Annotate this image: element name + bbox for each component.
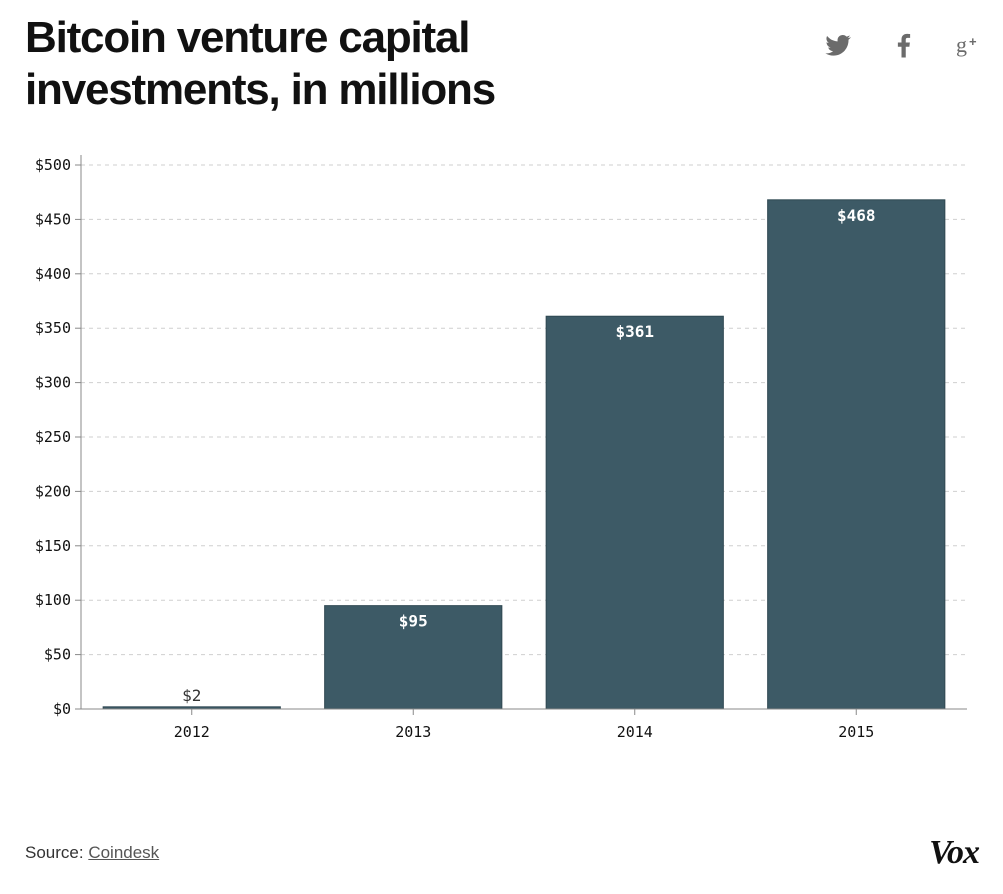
y-tick-label: $500: [35, 156, 71, 174]
bar-value-label: $361: [615, 322, 654, 341]
y-tick-label: $450: [35, 210, 71, 228]
bar-2013: [324, 605, 503, 710]
y-tick-label: $150: [35, 537, 71, 555]
y-tick-label: $200: [35, 482, 71, 500]
y-tick-label: $0: [53, 700, 71, 718]
source-line: Source: Coindesk: [25, 843, 159, 863]
x-tick-label: 2014: [617, 723, 653, 741]
y-tick-label: $350: [35, 319, 71, 337]
y-tick-label: $300: [35, 374, 71, 392]
y-tick-label: $400: [35, 265, 71, 283]
x-tick-label: 2015: [838, 723, 874, 741]
svg-text:+: +: [969, 34, 977, 49]
bar-2015: [767, 199, 946, 710]
bar-value-label: $2: [182, 686, 201, 705]
twitter-icon[interactable]: [823, 30, 853, 60]
x-tick-label: 2013: [395, 723, 431, 741]
gridlines: [81, 164, 967, 656]
y-tick-label: $100: [35, 591, 71, 609]
vox-logo: Vox: [929, 834, 980, 871]
google-plus-icon[interactable]: g +: [955, 30, 985, 60]
source-prefix: Source:: [25, 843, 89, 862]
facebook-icon[interactable]: [889, 30, 919, 60]
source-link[interactable]: Coindesk: [88, 843, 160, 862]
chart-title: Bitcoin venture capital investments, in …: [25, 13, 496, 114]
bar-value-label: $95: [399, 612, 428, 631]
axes: $0 $50 $100 $150 $200 $250 $300 $350 $400 $450 $50…: [35, 155, 967, 741]
share-bar: g +: [823, 30, 985, 60]
bar-value-label: $468: [837, 206, 876, 225]
bars: $2 $95 $361 $468: [102, 199, 946, 710]
svg-text:g: g: [956, 32, 967, 57]
bar-2014: [545, 315, 724, 710]
y-tick-label: $250: [35, 428, 71, 446]
x-tick-label: 2012: [174, 723, 210, 741]
bar-chart: $2$95$361$468 $0$50$100$150$200$250$300$…: [35, 155, 967, 741]
y-tick-label: $50: [44, 646, 71, 664]
